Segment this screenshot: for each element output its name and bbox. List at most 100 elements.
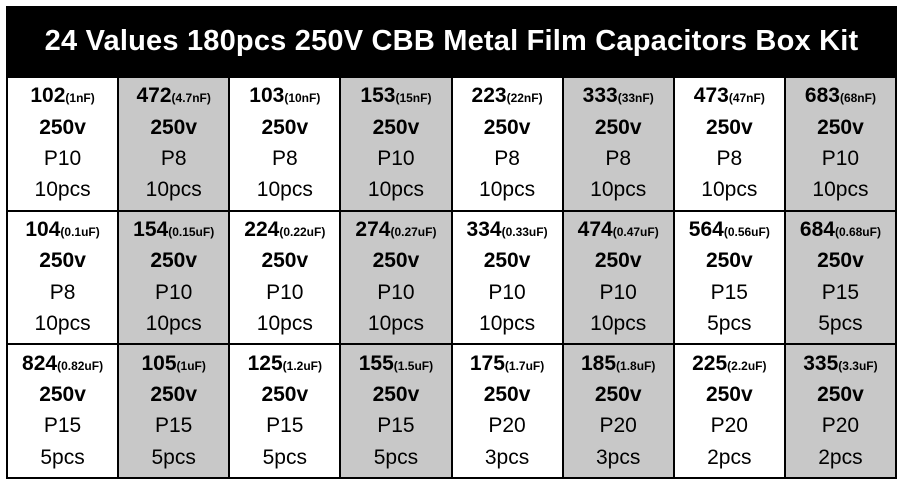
lead-pitch: P10 [377, 280, 415, 304]
capacitance-value: (1.8uF) [616, 358, 656, 373]
lead-pitch: P15 [821, 280, 860, 304]
capacitance-value: (68nF) [839, 91, 876, 106]
lead-pitch: P8 [494, 147, 520, 171]
lead-pitch: P20 [488, 414, 526, 438]
quantity: 5pcs [40, 445, 85, 469]
capacitor-code-line: 185(1.8uF) [581, 353, 655, 374]
capacitor-cell: 335(3.3uF) 250v P20 2pcs [785, 345, 897, 479]
capacitor-code: 155 [358, 351, 394, 375]
quantity: 10pcs [590, 178, 647, 202]
capacitance-value: (22nF) [506, 91, 543, 106]
quantity: 10pcs [479, 312, 536, 336]
lead-pitch: P10 [43, 147, 82, 171]
voltage-rating: 250v [150, 249, 198, 273]
quantity: 10pcs [34, 312, 91, 336]
capacitor-cell: 102(1nF) 250v P10 10pcs [8, 78, 120, 212]
lead-pitch: P15 [377, 414, 415, 438]
capacitor-code-line: 333(33nF) [583, 85, 654, 106]
capacitor-cell: 684(0.68uF) 250v P15 5pcs [785, 211, 897, 346]
capacitor-code-line: 224(0.22uF) [244, 219, 325, 240]
voltage-rating: 250v [483, 382, 531, 406]
lead-pitch: P15 [43, 414, 82, 438]
quantity: 10pcs [145, 312, 202, 336]
voltage-rating: 250v [705, 249, 753, 273]
capacitor-cell: 274(0.27uF) 250v P10 10pcs [341, 211, 453, 346]
capacitor-cell: 472(4.7nF) 250v P8 10pcs [119, 78, 231, 212]
voltage-rating: 250v [39, 382, 86, 406]
capacitor-cell: 155(1.5uF) 250v P15 5pcs [341, 345, 453, 479]
voltage-rating: 250v [817, 249, 864, 273]
capacitor-code: 334 [466, 217, 502, 241]
quantity: 5pcs [373, 445, 419, 469]
capacitor-code-line: 334(0.33uF) [467, 219, 548, 240]
capacitor-code-line: 153(15nF) [360, 85, 431, 106]
capacitor-code: 225 [692, 351, 728, 375]
quantity: 2pcs [818, 445, 863, 469]
quantity: 5pcs [151, 445, 196, 469]
capacitance-value: (1.5uF) [393, 358, 434, 373]
voltage-rating: 250v [150, 382, 198, 406]
lead-pitch: P8 [716, 147, 743, 171]
quantity: 10pcs [256, 312, 313, 336]
voltage-rating: 250v [594, 249, 642, 273]
capacitor-cell: 223(22nF) 250v P8 10pcs [452, 78, 564, 212]
lead-pitch: P10 [266, 280, 304, 304]
capacitor-code-line: 155(1.5uF) [359, 353, 433, 374]
lead-pitch: P10 [488, 280, 526, 304]
capacitor-code: 683 [804, 84, 840, 108]
voltage-rating: 250v [372, 115, 420, 139]
lead-pitch: P20 [821, 414, 860, 438]
capacitor-code: 474 [577, 217, 613, 241]
capacitor-code-line: 102(1nF) [30, 85, 94, 106]
capacitor-cell: 154(0.15uF) 250v P10 10pcs [119, 211, 231, 346]
capacitor-code-line: 175(1.7uF) [470, 353, 544, 374]
lead-pitch: P8 [160, 147, 187, 171]
voltage-rating: 250v [39, 115, 86, 139]
capacitor-code: 154 [133, 217, 169, 241]
capacitor-code-line: 472(4.7nF) [136, 85, 210, 106]
quantity: 10pcs [145, 178, 202, 202]
lead-pitch: P8 [605, 147, 632, 171]
voltage-rating: 250v [483, 249, 531, 273]
voltage-rating: 250v [817, 115, 864, 139]
capacitance-value: (2.2uF) [727, 358, 767, 373]
voltage-rating: 250v [150, 115, 198, 139]
quantity: 10pcs [34, 178, 91, 202]
capacitance-value: (1.2uF) [282, 358, 322, 373]
capacitor-code: 223 [471, 84, 507, 108]
capacitance-value: (0.82uF) [57, 358, 104, 373]
lead-pitch: P15 [155, 414, 193, 438]
lead-pitch: P10 [821, 147, 860, 171]
quantity: 5pcs [707, 312, 752, 336]
capacitance-value: (1nF) [65, 91, 95, 106]
capacitance-value: (0.33uF) [501, 224, 548, 239]
capacitor-cell: 824(0.82uF) 250v P15 5pcs [8, 345, 120, 479]
voltage-rating: 250v [594, 382, 642, 406]
capacitor-code-line: 104(0.1uF) [25, 219, 99, 240]
voltage-rating: 250v [817, 382, 864, 406]
voltage-rating: 250v [39, 249, 86, 273]
capacitor-cell: 104(0.1uF) 250v P8 10pcs [8, 211, 120, 346]
voltage-rating: 250v [372, 249, 420, 273]
voltage-rating: 250v [261, 115, 309, 139]
lead-pitch: P20 [599, 414, 637, 438]
capacitor-code: 153 [360, 84, 396, 108]
capacitor-cell: 473(47nF) 250v P8 10pcs [674, 78, 786, 212]
lead-pitch: P10 [377, 147, 415, 171]
quantity: 5pcs [818, 312, 863, 336]
lead-pitch: P8 [271, 147, 298, 171]
capacitance-value: (0.15uF) [168, 224, 215, 239]
capacitor-cell: 185(1.8uF) 250v P20 3pcs [563, 345, 675, 479]
page-title: 24 Values 180pcs 250V CBB Metal Film Cap… [6, 6, 897, 76]
lead-pitch: P15 [710, 280, 748, 304]
capacitor-code-line: 223(22nF) [472, 85, 543, 106]
capacitor-code-line: 824(0.82uF) [22, 353, 103, 374]
capacitor-cell: 225(2.2uF) 250v P20 2pcs [674, 345, 786, 479]
quantity: 10pcs [812, 178, 869, 202]
capacitor-cell: 153(15nF) 250v P10 10pcs [341, 78, 453, 212]
capacitor-cell: 334(0.33uF) 250v P10 10pcs [452, 211, 564, 346]
capacitor-cell: 564(0.56uF) 250v P15 5pcs [674, 211, 786, 346]
quantity: 10pcs [479, 178, 536, 202]
capacitance-value: (0.1uF) [60, 224, 100, 239]
voltage-rating: 250v [594, 115, 642, 139]
